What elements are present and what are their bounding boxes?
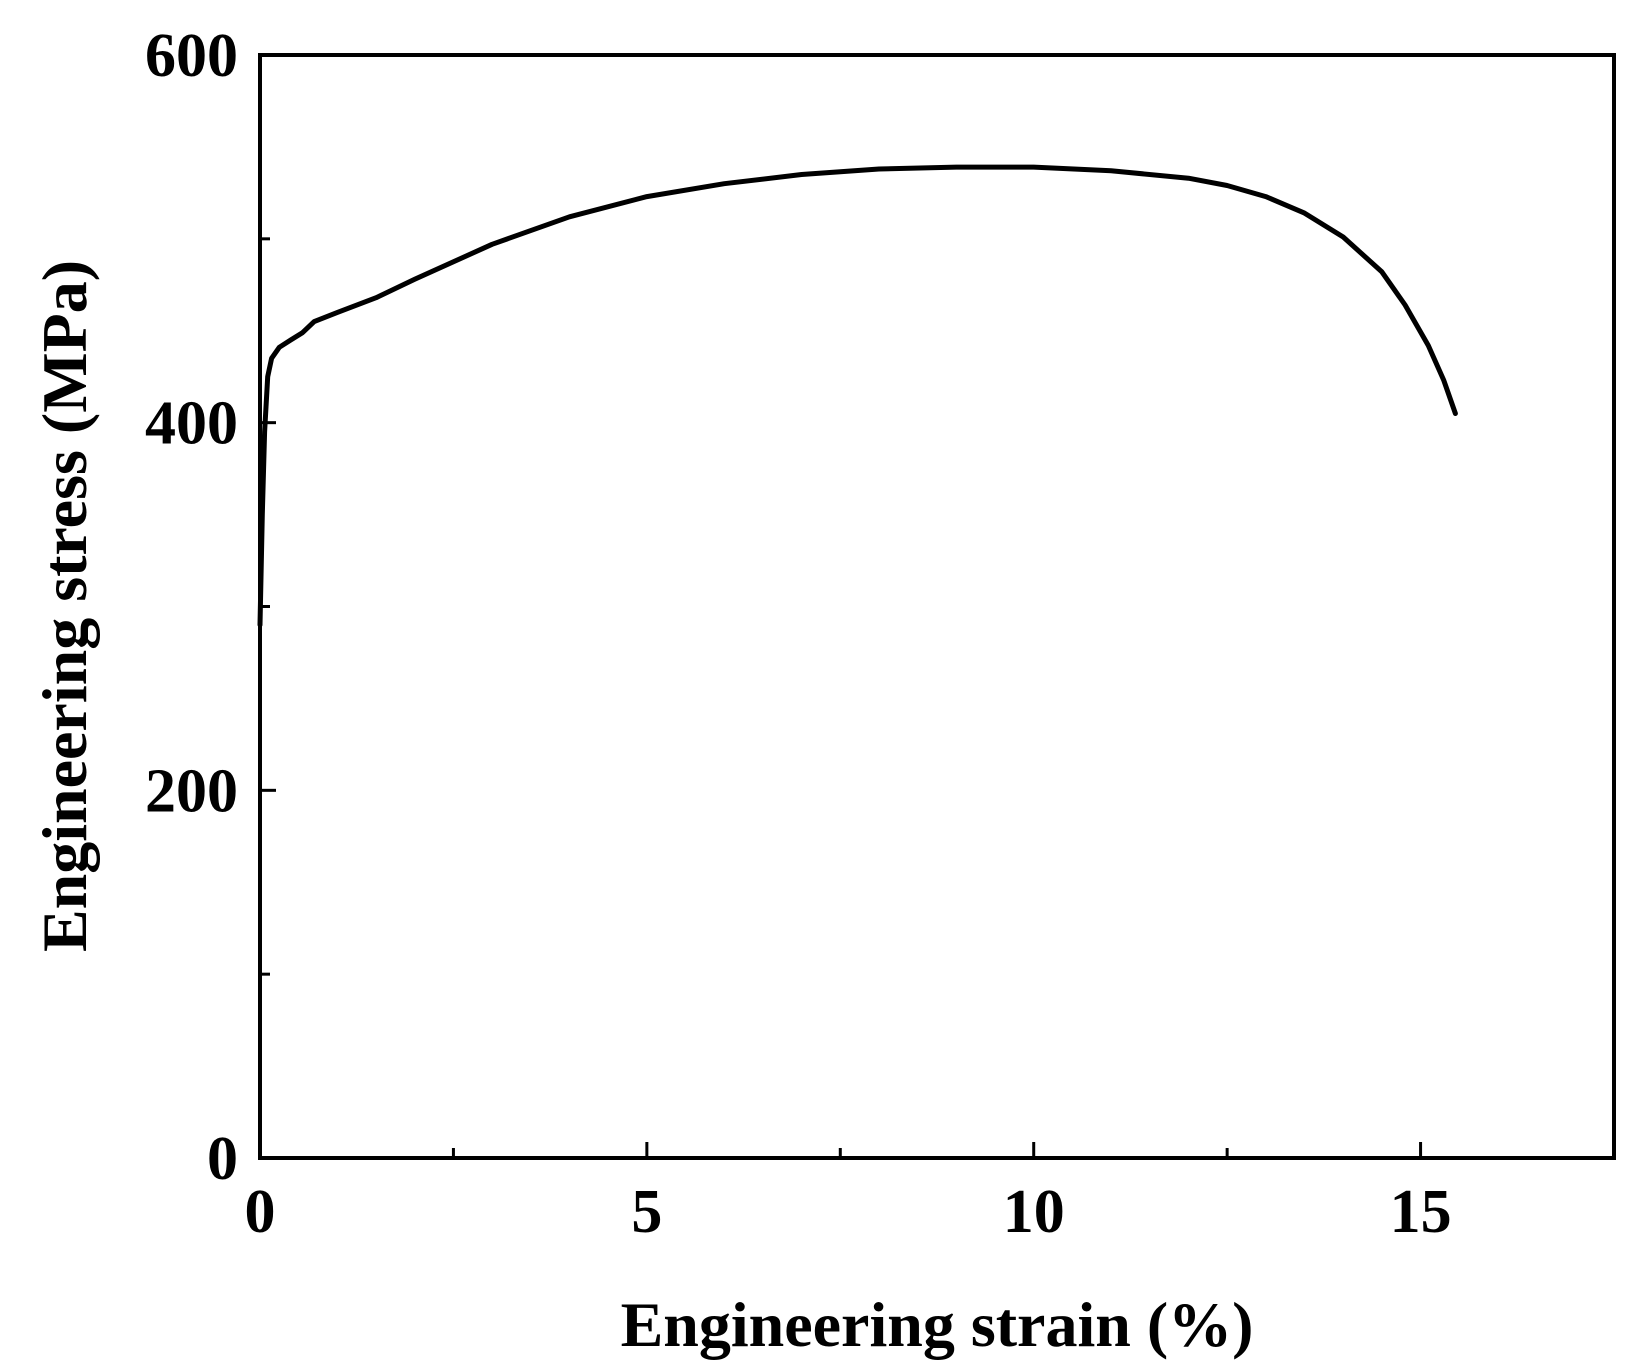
- x-tick-label: 5: [631, 1178, 662, 1246]
- plot-frame: [258, 53, 1616, 1160]
- y-tick-label: 0: [207, 1125, 238, 1193]
- y-axis-title: Engineering stress (MPa): [29, 260, 100, 952]
- y-tick-label: 600: [145, 22, 238, 90]
- y-tick-label: 400: [145, 390, 238, 458]
- x-tick-label: 15: [1390, 1178, 1452, 1246]
- x-axis-title: Engineering strain (%): [621, 1289, 1254, 1360]
- stress-strain-curve: [257, 164, 1458, 628]
- x-tick-label: 10: [1003, 1178, 1065, 1246]
- axis-ticks: [258, 53, 1423, 1160]
- y-tick-label: 200: [145, 757, 238, 825]
- axis-tick-labels: 0 5 10 15 0 200 400 600: [145, 22, 1452, 1246]
- x-tick-label: 0: [245, 1178, 276, 1246]
